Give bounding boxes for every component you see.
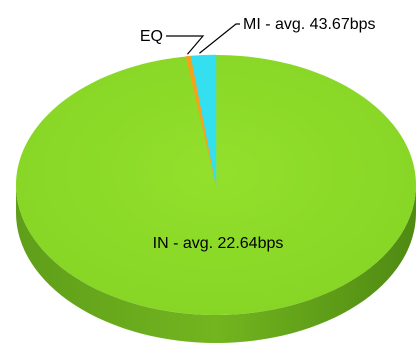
pie-depth-band (16, 185, 416, 343)
leader-line-mi (199, 23, 240, 54)
slice-label-eq: EQ (140, 28, 163, 45)
slice-label-mi: MI - avg. 43.67bps (243, 16, 376, 33)
pie-labels: IN - avg. 22.64bps EQ MI - avg. 43.67bps (140, 16, 376, 252)
pie-top (15, 54, 417, 315)
pie-side-depth (16, 185, 416, 343)
leader-line-eq (166, 35, 205, 55)
slice-label-in: IN - avg. 22.64bps (153, 235, 284, 252)
pie-slice-mi (190, 54, 217, 186)
